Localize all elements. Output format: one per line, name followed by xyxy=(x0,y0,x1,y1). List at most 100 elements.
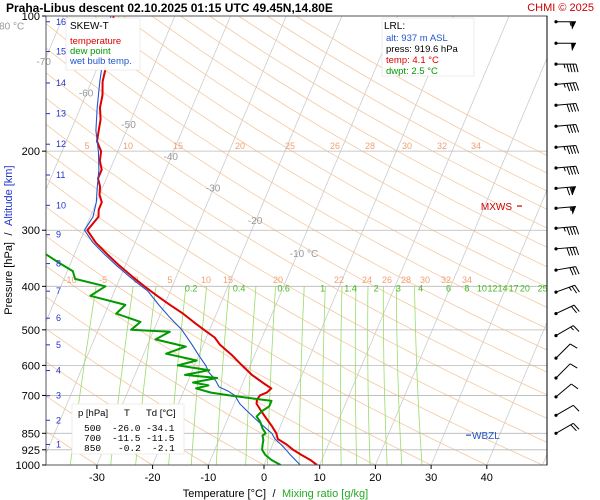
isotherm-label: -80 °C xyxy=(0,22,24,33)
barb-flag xyxy=(569,64,573,73)
table-cell: 500 xyxy=(84,423,101,434)
copyright: CHMI © 2025 xyxy=(527,2,594,14)
barb-flag xyxy=(569,247,574,256)
barb-flag xyxy=(571,383,579,390)
mixing-ratio-label: 20 xyxy=(520,283,530,293)
isotherm-line xyxy=(46,16,231,455)
legend-temperature: temperature xyxy=(70,36,121,47)
mixing-ratio-label: 2 xyxy=(374,283,379,293)
barb-flag xyxy=(572,404,580,412)
adiabat-label: 34 xyxy=(471,141,481,151)
table-cell: 700 xyxy=(84,433,101,444)
barb-half-flag xyxy=(569,21,572,26)
temperature-tick-label: 40 xyxy=(481,472,493,484)
barb-staff xyxy=(555,186,576,189)
mixing-ratio-label: 8 xyxy=(464,283,469,293)
barb-staff xyxy=(555,266,576,271)
altitude-tick-label: 16 xyxy=(56,17,66,27)
profile-lines xyxy=(46,16,318,465)
chart-title: Praha-Libus descent 02.10.2025 01:15 UTC… xyxy=(6,1,333,15)
mixing-ratio-label: 4 xyxy=(418,283,423,293)
wind-barb xyxy=(554,41,576,52)
adiabat-label: 10 xyxy=(123,141,133,151)
pressure-tick-label: 1000 xyxy=(16,460,40,472)
mixing-ratio-label: 12 xyxy=(488,283,498,293)
barb-half-flag xyxy=(563,64,566,69)
barb-staff xyxy=(555,422,574,434)
altitude-tick-label: 5 xyxy=(56,340,61,350)
barb-staff xyxy=(555,246,576,250)
wind-barb xyxy=(554,62,579,73)
barb-half-flag xyxy=(563,146,566,151)
altitude-tick-label: 3 xyxy=(56,391,61,401)
wind-barb xyxy=(554,205,576,215)
marker-label: WBZL xyxy=(472,431,500,442)
mixing-ratio-label: 14 xyxy=(498,283,508,293)
barb-flag xyxy=(566,247,571,256)
barb-staff xyxy=(555,102,576,106)
wind-barb xyxy=(554,102,580,113)
pressure-axis: 100 200 300 400 500 600 700 850 925 1000 xyxy=(16,11,46,472)
xlabel-separator: / xyxy=(272,488,276,500)
barb-staff xyxy=(555,383,572,398)
barb-flag xyxy=(572,247,577,256)
temperature-tick-label: -10 xyxy=(200,472,216,484)
wind-barb xyxy=(554,226,580,236)
barb-flag xyxy=(571,306,577,314)
isotherm-label: -20 xyxy=(248,216,263,227)
xlabel-temperature: Temperature [°C] xyxy=(183,488,266,500)
barb-half-flag xyxy=(563,83,566,88)
wind-barb xyxy=(554,123,580,134)
barb-flag xyxy=(569,82,574,92)
barb-half-flag xyxy=(568,287,572,291)
isotherm-line xyxy=(207,16,399,465)
adiabat-label: 28 xyxy=(365,141,375,151)
marker-label: MXWS xyxy=(481,202,512,213)
barb-flag xyxy=(573,304,580,312)
barb-pennant xyxy=(571,21,576,30)
barb-flag xyxy=(575,64,579,73)
wind-barb xyxy=(554,144,580,155)
isotherm-line xyxy=(375,57,547,465)
isotherm-line xyxy=(46,16,120,191)
temperature-axis: -30 -20 -10 0 10 20 30 40 xyxy=(89,465,493,484)
pressure-tick-label: 925 xyxy=(22,445,40,457)
adiabat-label: 5 xyxy=(167,275,172,285)
lrl-pressure: press: 919.6 hPa xyxy=(386,44,459,55)
barb-half-flag xyxy=(563,167,566,172)
barb-staff xyxy=(555,144,576,148)
isotherm-line xyxy=(263,16,454,465)
mixing-ratio-label: 17 xyxy=(509,283,519,293)
series-line-temperature xyxy=(86,16,318,465)
legend-wet-bulb: wet bulb temp. xyxy=(69,56,132,67)
table-cell: -11.5 xyxy=(112,433,141,444)
ylabel-pressure: Pressure [hPa] xyxy=(3,242,15,315)
wind-barb xyxy=(554,82,580,92)
barb-staff xyxy=(555,325,574,337)
altitude-tick-label: 6 xyxy=(56,313,61,323)
ylabel-separator: / xyxy=(3,232,15,236)
mixing-ratio-label: 0.2 xyxy=(185,283,198,293)
temperature-tick-label: 20 xyxy=(369,472,381,484)
barb-staff xyxy=(555,226,576,229)
barb-pennant xyxy=(570,186,576,195)
wind-barb xyxy=(554,20,576,30)
barb-flag xyxy=(572,145,577,154)
wind-barb xyxy=(554,325,580,338)
adiabat-label: -10 xyxy=(63,275,76,285)
barb-pennant xyxy=(570,206,576,215)
adiabat-label: 26 xyxy=(382,275,392,285)
barb-flag xyxy=(575,145,580,154)
x-axis-title: Temperature [°C] / Mixing ratio [g/kg] xyxy=(183,488,368,500)
adiabat-label: 24 xyxy=(362,275,372,285)
pressure-tick-label: 600 xyxy=(22,360,40,372)
xlabel-mixing-ratio: Mixing ratio [g/kg] xyxy=(282,488,368,500)
adiabat-label: 20 xyxy=(273,275,283,285)
barb-flag xyxy=(574,284,580,293)
temperature-tick-label: -30 xyxy=(89,472,105,484)
temperature-tick-label: -20 xyxy=(145,472,161,484)
isotherm-line xyxy=(96,16,287,465)
altitude-tick-label: 1 xyxy=(56,439,61,449)
barb-flag xyxy=(566,83,571,92)
